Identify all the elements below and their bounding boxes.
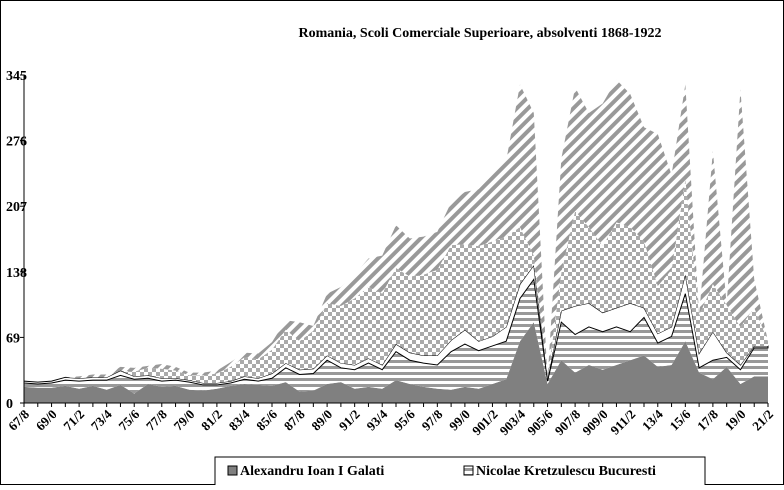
x-tick-label: 93/4	[363, 406, 390, 433]
x-tick-label: 17/8	[694, 406, 721, 433]
x-tick-label: 907/8	[552, 406, 584, 438]
x-tick-label: 905/6	[524, 406, 556, 438]
chart-title: Romania, Scoli Comerciale Superioare, ab…	[298, 26, 661, 41]
x-tick-label: 83/4	[226, 406, 253, 433]
y-tick-label: 345	[6, 69, 27, 84]
y-tick-label: 207	[6, 200, 27, 215]
legend-swatch	[463, 465, 474, 476]
x-tick-label: 95/6	[391, 406, 418, 433]
x-tick-label: 75/6	[115, 406, 142, 433]
x-tick-label: 21/2	[749, 407, 776, 434]
x-tick-label: 909/0	[579, 407, 611, 439]
x-tick-label: 69/0	[33, 407, 60, 434]
x-tick-label: 15/6	[666, 406, 693, 433]
x-tick-label: 911/2	[607, 407, 638, 438]
area	[24, 322, 768, 403]
x-tick-label: 91/2	[336, 407, 363, 434]
x-tick-label: 79/0	[170, 407, 197, 434]
x-tick-label: 901/2	[469, 407, 501, 439]
area	[24, 279, 768, 394]
x-tick-label: 81/2	[198, 407, 225, 434]
x-tick-label: 89/0	[308, 407, 335, 434]
x-tick-label: 903/4	[497, 406, 529, 438]
area	[23, 263, 769, 386]
area	[24, 79, 768, 383]
x-tick-label: 13/4	[639, 406, 666, 433]
x-tick-label: 97/8	[418, 406, 445, 433]
legend-label: Alexandru Ioan I Galati	[240, 464, 384, 479]
legend: Alexandru Ioan I Galati Nicolae Kretzules…	[214, 456, 706, 490]
y-tick-label: 276	[6, 135, 27, 150]
y-tick-label: 138	[6, 266, 27, 281]
x-tick-label: 71/2	[60, 407, 87, 434]
x-tick-label: 77/8	[143, 406, 170, 433]
y-tick-label: 0	[6, 397, 13, 412]
legend-label: Nicolae Kretzulescu Bucuresti	[476, 464, 656, 479]
legend-swatch	[227, 465, 238, 476]
y-tick-label: 69	[6, 331, 20, 346]
x-tick-label: 19/0	[722, 407, 749, 434]
x-tick-label: 85/6	[253, 406, 280, 433]
x-tick-label: 87/8	[281, 406, 308, 433]
x-tick-label: 73/4	[88, 406, 115, 433]
area	[24, 179, 768, 384]
x-tick-label: 99/0	[446, 407, 473, 434]
